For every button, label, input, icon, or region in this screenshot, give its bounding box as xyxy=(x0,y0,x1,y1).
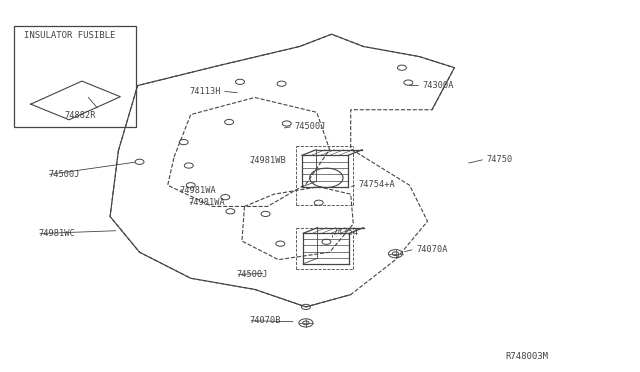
Text: 74500J: 74500J xyxy=(294,122,326,131)
Text: 74750: 74750 xyxy=(486,155,513,164)
Text: 74500J: 74500J xyxy=(237,270,268,279)
Text: INSULATOR FUSIBLE: INSULATOR FUSIBLE xyxy=(24,31,116,40)
Text: 74754+A: 74754+A xyxy=(358,180,395,189)
Text: 74754: 74754 xyxy=(333,228,359,237)
Text: 74300A: 74300A xyxy=(422,81,454,90)
Text: 74113H: 74113H xyxy=(189,87,221,96)
Text: 74981WC: 74981WC xyxy=(38,229,75,238)
Text: 74882R: 74882R xyxy=(64,111,95,120)
Text: 74981WA: 74981WA xyxy=(179,186,216,195)
Text: 74981WB: 74981WB xyxy=(250,156,286,165)
Text: 74500J: 74500J xyxy=(48,170,79,179)
Text: 74070A: 74070A xyxy=(416,245,447,254)
Text: 74981WA: 74981WA xyxy=(189,198,225,207)
Bar xyxy=(14,26,136,127)
Text: 74070B: 74070B xyxy=(250,316,281,325)
Text: R748003M: R748003M xyxy=(506,352,548,361)
